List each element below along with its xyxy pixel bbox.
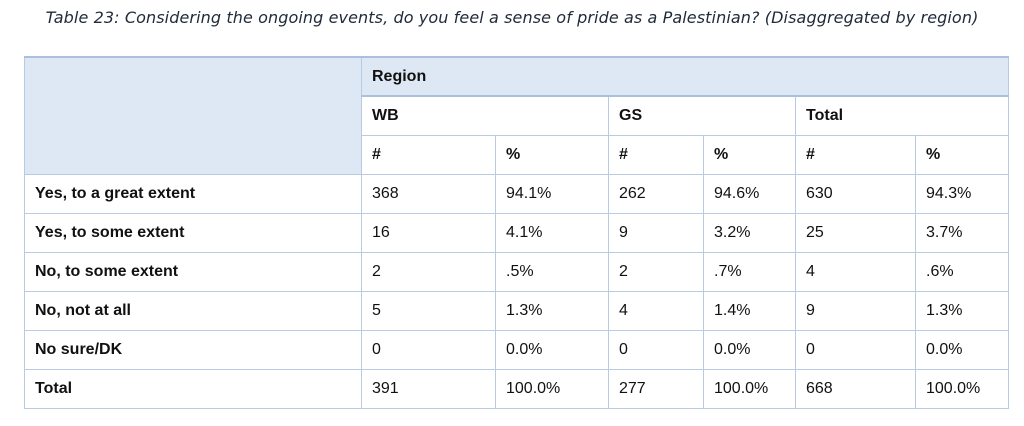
- row-label: No sure/DK: [24, 329, 362, 370]
- subcolumn-header-row: # % # % # %: [25, 134, 1010, 175]
- subcolumn-header: %: [703, 134, 796, 175]
- row-label: No, to some extent: [24, 251, 362, 292]
- table-cell: 391: [361, 368, 496, 409]
- row-label: No, not at all: [24, 290, 362, 331]
- table-row: No sure/DK 0 0.0% 0 0.0% 0 0.0%: [24, 329, 1010, 370]
- table-cell: 1.3%: [495, 290, 609, 331]
- table-cell: 1.3%: [914, 290, 1010, 331]
- table-caption: Table 23: Considering the ongoing events…: [45, 8, 979, 27]
- subcolumn-header: #: [795, 134, 916, 175]
- table-cell: 4: [795, 251, 916, 292]
- group-header-wb: WB: [361, 95, 609, 136]
- subcolumn-header: %: [914, 134, 1010, 175]
- table-cell: 0: [608, 329, 704, 370]
- table-cell: 25: [795, 212, 916, 253]
- subcolumn-header: #: [608, 134, 704, 175]
- table-cell: 1.4%: [703, 290, 796, 331]
- table-cell: 630: [795, 173, 916, 214]
- table-row: No, to some extent 2 .5% 2 .7% 4 .6%: [24, 251, 1010, 292]
- region-header-row: Region: [24, 56, 1010, 175]
- table-cell: 9: [795, 290, 916, 331]
- row-label: Yes, to some extent: [24, 212, 362, 253]
- table-cell: 3.7%: [914, 212, 1010, 253]
- table-cell: 100.0%: [495, 368, 609, 409]
- table-row: No, not at all 5 1.3% 4 1.4% 9 1.3%: [24, 290, 1010, 331]
- table-cell: .5%: [495, 251, 609, 292]
- table-row-total: Total 391 100.0% 277 100.0% 668 100.0%: [24, 368, 1010, 409]
- table-cell: 262: [608, 173, 704, 214]
- table-cell: .7%: [703, 251, 796, 292]
- table-cell: 9: [608, 212, 704, 253]
- table-cell: 0: [795, 329, 916, 370]
- table-cell: 0: [361, 329, 496, 370]
- group-header-gs: GS: [608, 95, 796, 136]
- table-cell: 0.0%: [495, 329, 609, 370]
- table-cell: 100.0%: [703, 368, 796, 409]
- table-cell: 94.3%: [914, 173, 1010, 214]
- table-row: Yes, to a great extent 368 94.1% 262 94.…: [24, 173, 1010, 214]
- row-label: Total: [24, 368, 362, 409]
- group-header-total: Total: [794, 95, 1010, 136]
- table-cell: 0.0%: [703, 329, 796, 370]
- subcolumn-header: #: [361, 134, 496, 175]
- table-cell: 277: [608, 368, 704, 409]
- table-cell: 16: [361, 212, 496, 253]
- subcolumn-header: %: [495, 134, 609, 175]
- row-label: Yes, to a great extent: [24, 173, 362, 214]
- table-cell: 2: [608, 251, 704, 292]
- table-cell: 94.1%: [495, 173, 609, 214]
- table-cell: 0.0%: [914, 329, 1010, 370]
- table-cell: 368: [361, 173, 496, 214]
- table-cell: 3.2%: [703, 212, 796, 253]
- table-cell: 94.6%: [703, 173, 796, 214]
- table-cell: 4.1%: [495, 212, 609, 253]
- table-cell: 100.0%: [914, 368, 1010, 409]
- group-header-row: WB GS Total: [25, 95, 1010, 136]
- region-header: Region: [360, 56, 1010, 97]
- table-cell: .6%: [914, 251, 1010, 292]
- table-row: Yes, to some extent 16 4.1% 9 3.2% 25 3.…: [24, 212, 1010, 253]
- table-cell: 2: [361, 251, 496, 292]
- table-cell: 5: [361, 290, 496, 331]
- table-cell: 668: [795, 368, 916, 409]
- corner-cell: [24, 56, 362, 175]
- table-cell: 4: [608, 290, 704, 331]
- region-table: Region WB GS Total # % # % # % Yes, to a…: [24, 56, 1010, 409]
